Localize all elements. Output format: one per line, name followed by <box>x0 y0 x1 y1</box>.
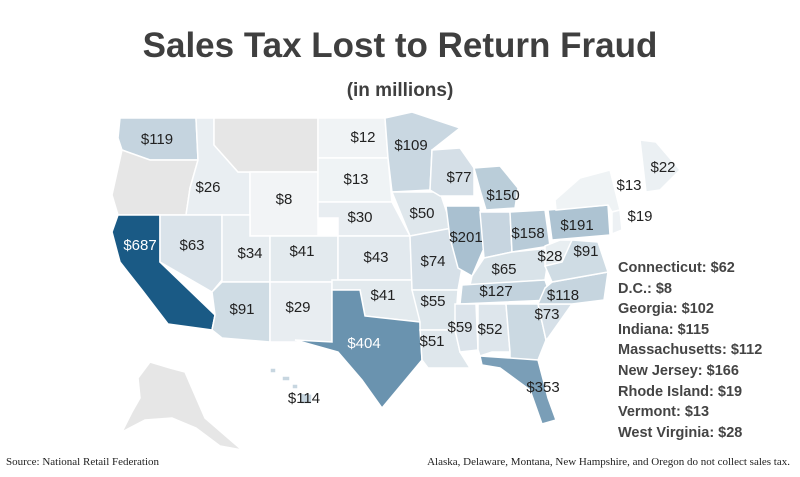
state-alaska <box>120 361 245 452</box>
state-missouri <box>409 227 463 291</box>
value-label-oklahoma: $41 <box>370 287 395 304</box>
value-label-north-carolina: $118 <box>547 287 579 304</box>
map-title: Sales Tax Lost to Return Fraud <box>142 26 658 65</box>
state-mississippi <box>454 303 479 353</box>
value-label-louisiana: $51 <box>419 333 444 350</box>
small-state-entry: Vermont: $13 <box>618 404 710 421</box>
state-maine <box>639 139 682 193</box>
small-state-entry: Rhode Island: $19 <box>618 383 743 400</box>
small-state-entry: D.C.: $8 <box>618 280 672 297</box>
state-west-virginia <box>544 239 574 267</box>
value-label-south-dakota: $13 <box>343 171 368 188</box>
value-label-michigan: $150 <box>486 187 519 204</box>
value-label-wisconsin: $77 <box>446 169 471 186</box>
value-label-virginia: $91 <box>573 243 598 260</box>
value-label-illinois: $201 <box>449 229 482 246</box>
value-label-west-virginia: $28 <box>537 248 562 265</box>
source-note: Source: National Retail Federation <box>6 456 160 468</box>
small-state-entry: Massachusetts: $112 <box>618 342 763 359</box>
value-label-new-jersey: $19 <box>627 208 652 225</box>
value-label-washington: $119 <box>141 131 173 148</box>
value-label-texas: $404 <box>347 335 380 352</box>
value-label-pennsylvania: $191 <box>560 217 593 234</box>
value-label-ohio: $158 <box>511 225 544 242</box>
state-indiana <box>479 211 513 259</box>
value-label-kentucky: $65 <box>491 261 516 278</box>
value-label-alabama: $52 <box>477 321 502 338</box>
small-state-entry: Connecticut: $62 <box>618 260 735 276</box>
value-label-minnesota: $109 <box>394 137 427 154</box>
state-florida <box>479 355 557 425</box>
value-label-tennessee: $127 <box>479 283 512 300</box>
no-tax-note: Alaska, Delaware, Montana, New Hampshire… <box>427 456 790 468</box>
value-label-kansas: $43 <box>363 249 388 266</box>
value-label-idaho: $26 <box>195 179 220 196</box>
value-label-new-mexico: $29 <box>285 299 310 316</box>
value-label-north-dakota: $12 <box>350 129 375 146</box>
value-label-nevada: $63 <box>179 237 204 254</box>
state-new-jersey <box>611 209 623 236</box>
value-label-nebraska: $30 <box>347 209 372 226</box>
value-label-south-carolina: $73 <box>534 306 559 323</box>
value-label-iowa: $50 <box>409 205 434 222</box>
small-state-entry: Georgia: $102 <box>618 301 714 318</box>
value-label-arizona: $91 <box>229 301 254 318</box>
small-state-entry: New Jersey: $166 <box>618 362 739 379</box>
value-label-new-york: $13 <box>616 177 641 194</box>
state-wisconsin <box>429 147 475 197</box>
state-hawaii <box>269 367 313 405</box>
state-michigan <box>473 165 519 211</box>
value-label-california: $687 <box>123 237 156 254</box>
value-label-colorado: $41 <box>289 243 314 260</box>
value-label-hawaii: $114 <box>288 390 320 407</box>
small-state-entry: West Virginia: $28 <box>618 424 743 441</box>
state-arizona <box>211 281 271 343</box>
value-label-wyoming: $8 <box>276 191 293 208</box>
value-label-mississippi: $59 <box>447 319 472 336</box>
value-label-maine: $22 <box>650 159 675 176</box>
small-state-entry: Indiana: $115 <box>618 321 710 338</box>
state-new-york <box>554 169 621 213</box>
small-states-list: Connecticut: $62 D.C.: $8 Georgia: $102 Ind… <box>618 258 762 443</box>
state-oregon <box>111 149 199 216</box>
map-subtitle: (in millions) <box>346 80 454 101</box>
value-label-arkansas: $55 <box>420 293 445 310</box>
value-label-florida: $353 <box>526 379 559 396</box>
value-label-missouri: $74 <box>420 253 445 270</box>
state-texas <box>294 289 423 410</box>
value-label-utah: $34 <box>237 245 262 262</box>
